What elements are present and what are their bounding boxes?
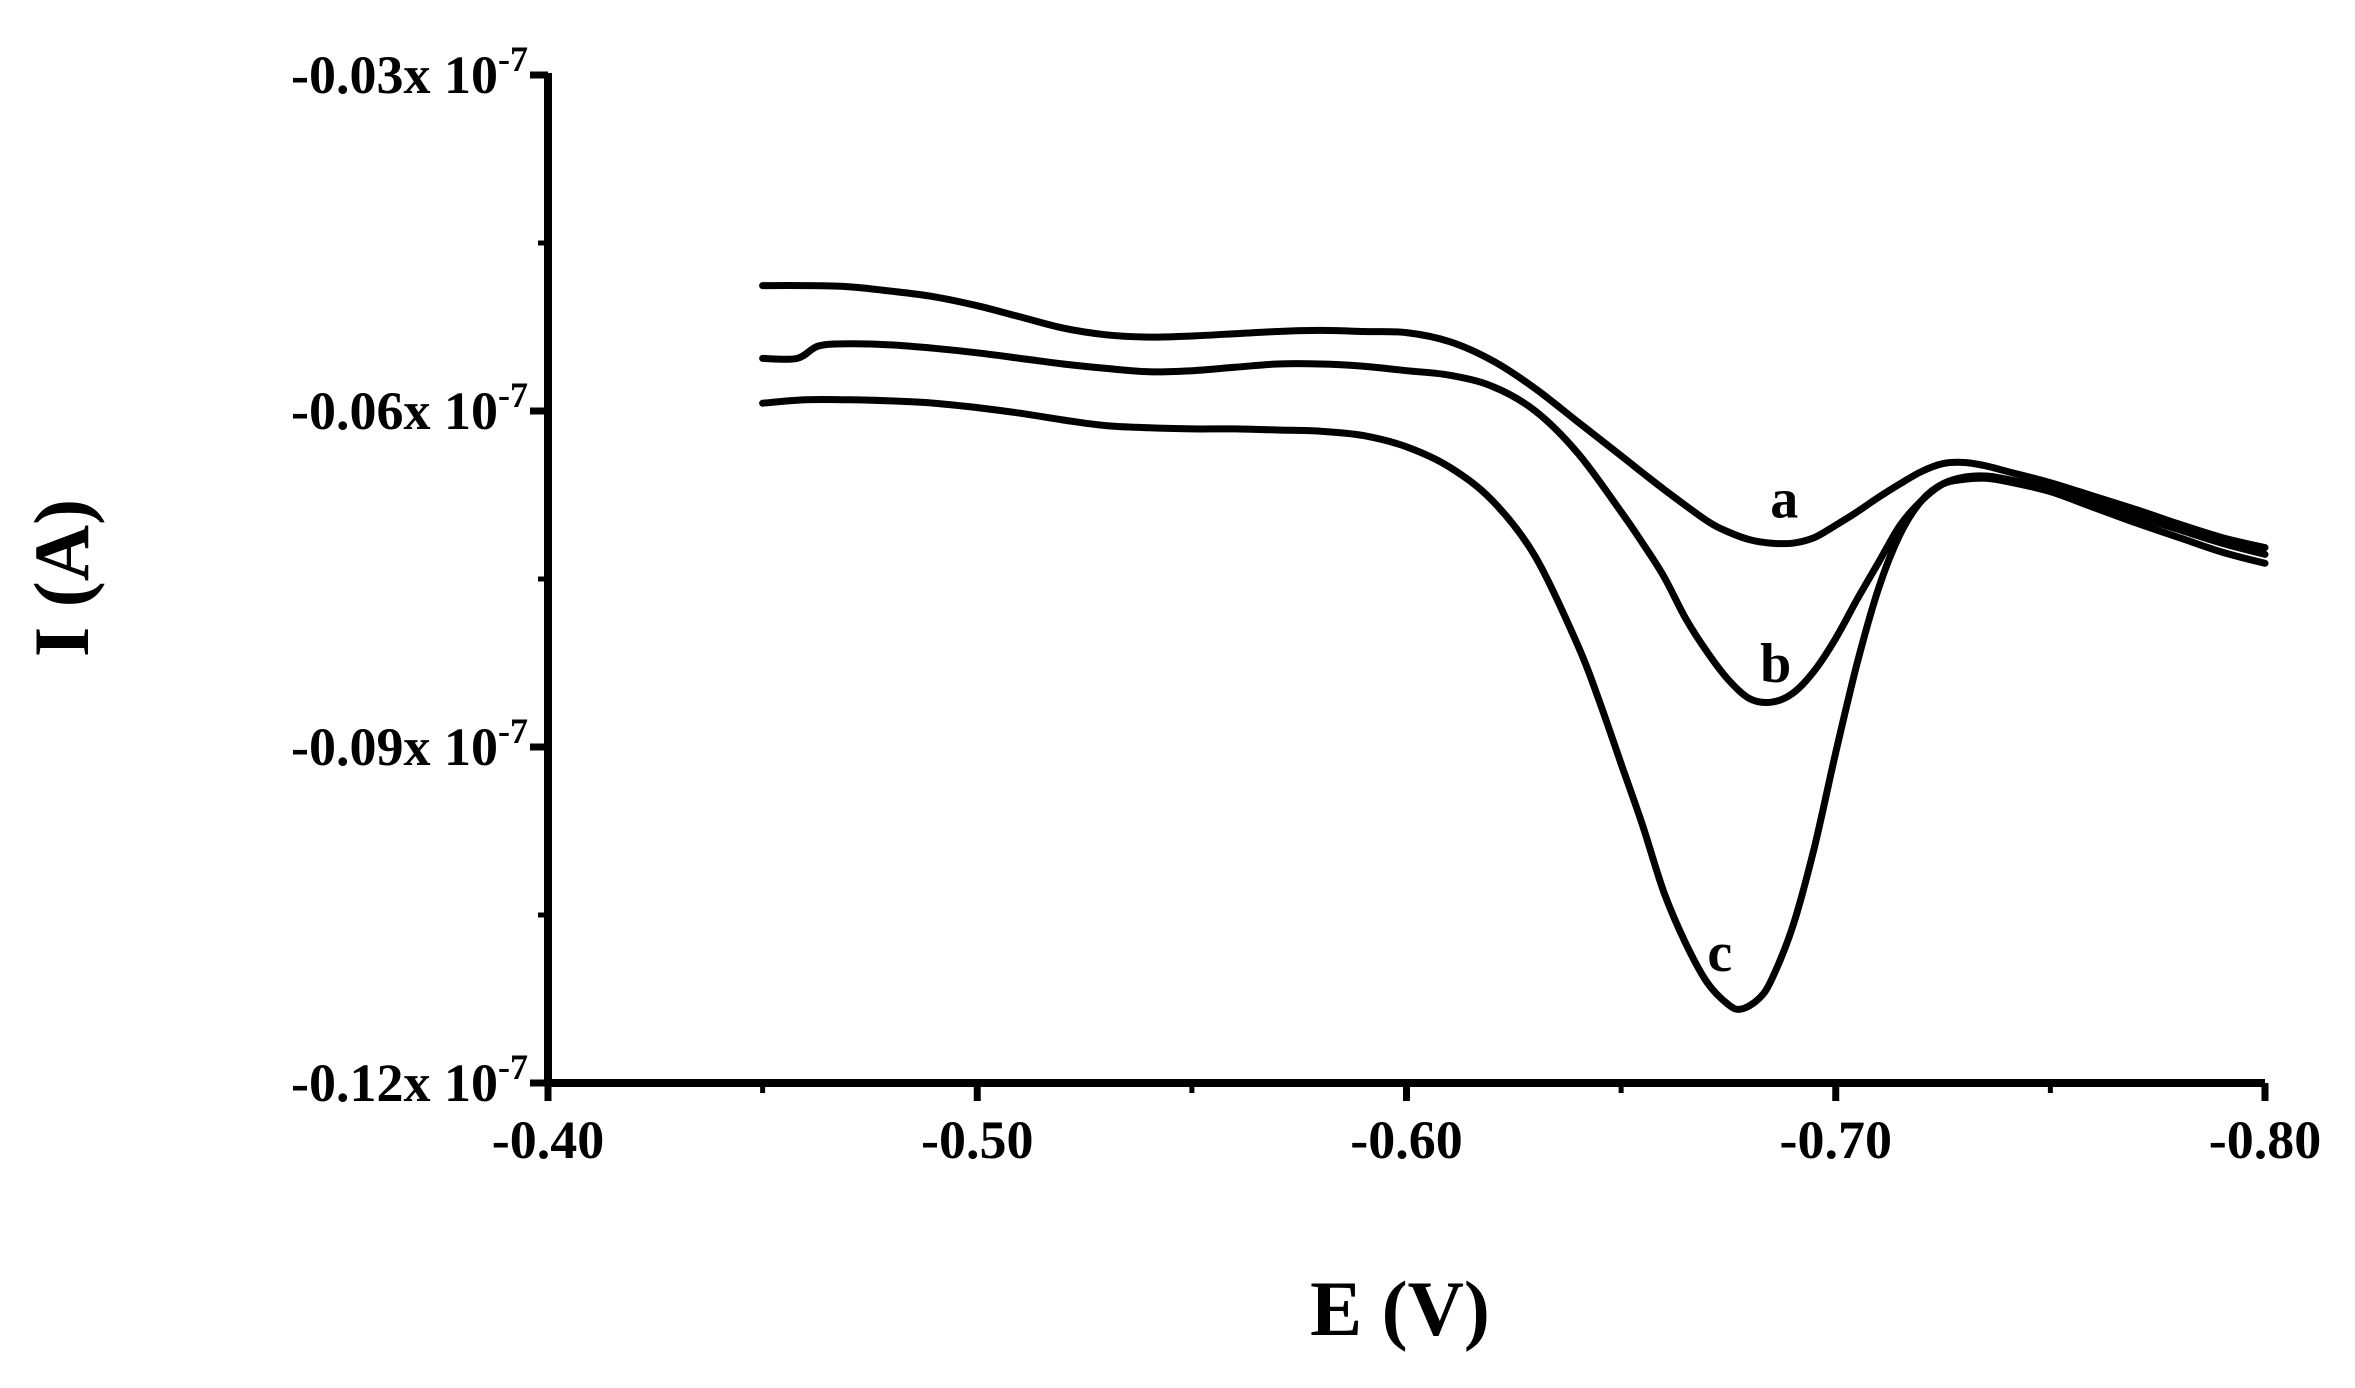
tick-labels: -0.40 -0.50 -0.60 -0.70 -0.80 -0.03x 10-7 -0.0… [291,39,2321,1170]
curve-label-a: a [1770,468,1798,530]
x-axis-title: E (V) [1310,1265,1490,1352]
x-tick-label: -0.50 [921,1110,1033,1170]
x-tick-label: -0.60 [1350,1110,1462,1170]
y-tick-label: -0.06x 10-7 [291,375,528,441]
curve-labels: a b c [1707,468,1798,984]
curve-label-b: b [1760,633,1791,695]
y-tick-label: -0.09x 10-7 [291,711,528,777]
x-tick-label: -0.80 [2209,1110,2321,1170]
ticks [530,71,2269,1101]
y-tick-label: -0.12x 10-7 [291,1047,528,1113]
x-tick-label: -0.70 [1780,1110,1892,1170]
curve-label-c: c [1707,922,1732,984]
series-group [759,282,2269,1013]
x-tick-label: -0.40 [492,1110,604,1170]
series-line-c [759,395,2269,1013]
y-tick-label: -0.03x 10-7 [291,39,528,105]
y-axis-title: I (A) [18,499,105,657]
series-line-a [759,282,2269,552]
